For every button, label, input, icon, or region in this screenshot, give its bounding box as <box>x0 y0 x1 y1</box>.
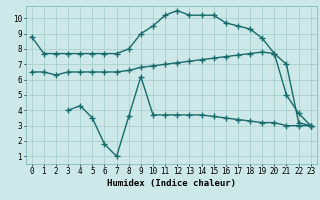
X-axis label: Humidex (Indice chaleur): Humidex (Indice chaleur) <box>107 179 236 188</box>
